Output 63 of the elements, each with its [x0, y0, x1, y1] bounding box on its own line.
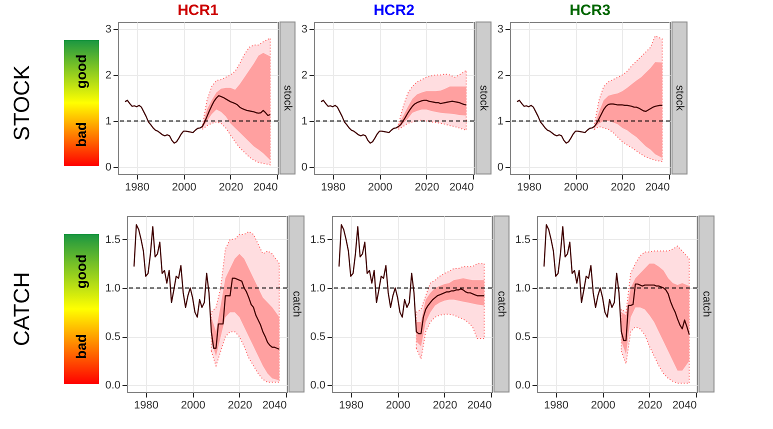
- x-tick-label: 2000: [368, 182, 392, 194]
- x-tick-label: 2040: [253, 182, 278, 194]
- text: good: [73, 254, 89, 289]
- x-tick-label: 2040: [672, 400, 697, 412]
- x-tick-label: 2040: [467, 400, 492, 412]
- text: CATCH: [9, 272, 34, 346]
- y-tick-label: 0.5: [310, 331, 326, 344]
- x-tick-label: 2020: [414, 182, 440, 194]
- y-tick-label: 1.0: [515, 282, 530, 294]
- x-tick-label: 1980: [339, 400, 364, 412]
- y-tick-label: 0: [301, 162, 308, 174]
- x-tick-label: 2000: [180, 400, 206, 412]
- x-tick-label: 2020: [228, 400, 252, 412]
- text: good: [73, 54, 89, 89]
- x-tick-label: 1980: [517, 182, 542, 194]
- y-tick-label: 1: [105, 116, 112, 128]
- y-tick-label: 1: [301, 116, 308, 128]
- x-tick-label: 2020: [432, 400, 458, 412]
- y-tick-label: 1.5: [310, 234, 326, 246]
- y2-axis-title: catch: [496, 290, 508, 318]
- y-tick-label: 3: [105, 23, 112, 36]
- y-tick-label: 0: [497, 162, 504, 174]
- x-tick-label: 2040: [262, 400, 287, 412]
- y2-axis-title: stock: [478, 85, 490, 112]
- y-tick-label: 0.5: [105, 331, 120, 344]
- y-tick-label: 2: [301, 69, 308, 82]
- y-tick-label: 2: [497, 69, 504, 82]
- y2-axis-title: catch: [700, 290, 712, 318]
- y2-axis-title: stock: [674, 85, 686, 112]
- y-tick-label: 3: [301, 23, 308, 36]
- chart-title: HCR3: [570, 2, 610, 19]
- y-tick-label: 0.0: [105, 380, 120, 392]
- y-tick-label: 0.0: [310, 380, 326, 392]
- x-tick-label: 2000: [590, 400, 616, 412]
- x-tick-label: 2000: [386, 400, 410, 412]
- y-tick-label: 1: [497, 116, 504, 128]
- x-tick-label: 2020: [638, 400, 662, 412]
- y-tick-label: 1.0: [105, 282, 120, 294]
- x-tick-label: 1980: [321, 182, 346, 194]
- x-tick-label: 2000: [172, 182, 196, 194]
- y-tick-label: 1.5: [105, 234, 120, 246]
- y-tick-label: 0.0: [515, 380, 530, 392]
- x-tick-label: 2000: [564, 182, 588, 194]
- y-tick-label: 0.5: [515, 331, 530, 344]
- text: bad: [73, 122, 89, 147]
- y-tick-label: 1.0: [310, 282, 326, 294]
- chart-title: HCR2: [374, 2, 414, 19]
- y2-axis-title: stock: [282, 85, 294, 112]
- text: bad: [73, 334, 89, 359]
- y-tick-label: 1.5: [515, 234, 530, 246]
- x-tick-label: 1980: [544, 400, 568, 412]
- x-tick-label: 2040: [645, 182, 670, 194]
- x-tick-label: 1980: [134, 400, 158, 412]
- x-tick-label: 2020: [218, 182, 244, 194]
- x-tick-label: 2020: [610, 182, 636, 194]
- y-tick-label: 3: [497, 23, 504, 36]
- x-tick-label: 2040: [449, 182, 474, 194]
- x-tick-label: 1980: [125, 182, 150, 194]
- y-tick-label: 0: [105, 162, 112, 174]
- y-tick-label: 2: [105, 69, 112, 82]
- text: STOCK: [9, 64, 34, 141]
- chart-title: HCR1: [178, 2, 218, 19]
- y2-axis-title: catch: [290, 290, 302, 318]
